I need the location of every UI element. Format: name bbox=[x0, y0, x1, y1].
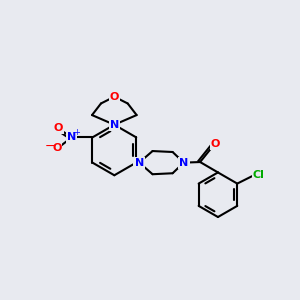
Text: O: O bbox=[211, 139, 220, 149]
Text: −: − bbox=[45, 140, 56, 153]
Text: N: N bbox=[110, 120, 119, 130]
Text: N: N bbox=[179, 158, 188, 168]
Text: +: + bbox=[74, 128, 80, 137]
Text: N: N bbox=[67, 132, 76, 142]
Text: O: O bbox=[52, 143, 62, 153]
Text: N: N bbox=[135, 158, 144, 168]
Text: O: O bbox=[54, 124, 63, 134]
Text: Cl: Cl bbox=[253, 170, 265, 180]
Text: O: O bbox=[110, 92, 119, 102]
